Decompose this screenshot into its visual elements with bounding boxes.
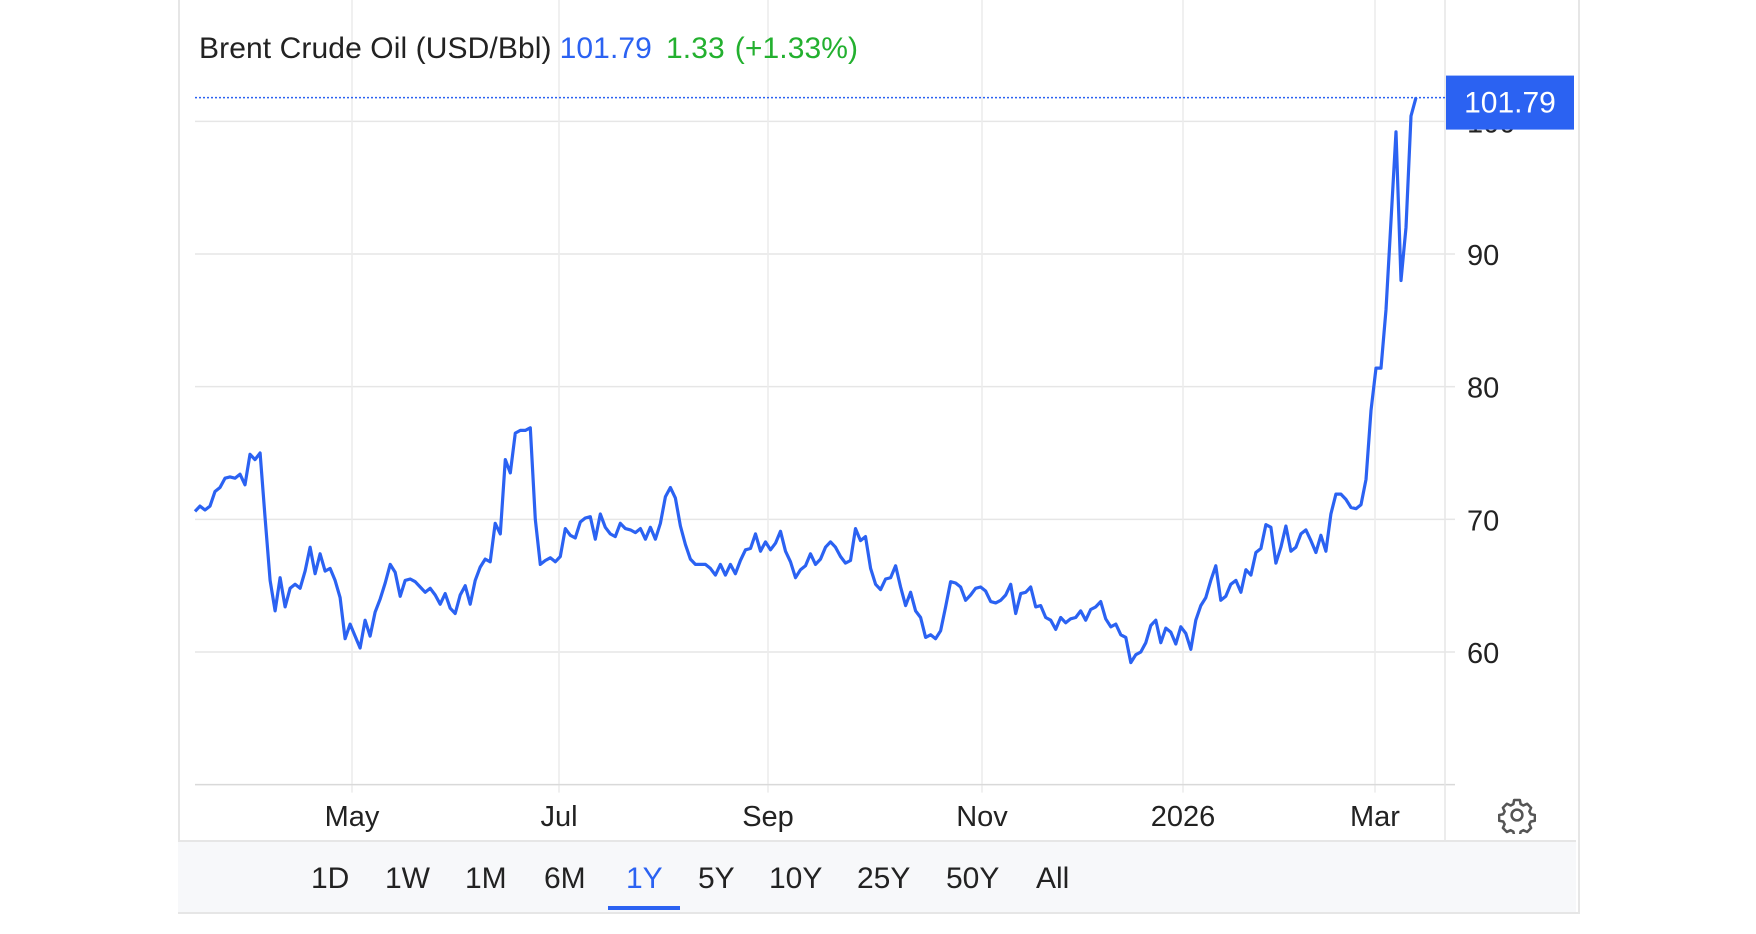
x-tick-label: 2026 <box>1151 801 1216 833</box>
chart-axes: 60708090100MayJulSepNov2026Mar <box>195 0 1515 840</box>
range-selector: 1D 1W 1M 6M 1Y 5Y 10Y 25Y 50Y All <box>178 840 1576 912</box>
grid-lines <box>195 0 1445 793</box>
series-line-brent <box>193 97 1418 665</box>
range-1w-button[interactable]: 1W <box>385 862 430 895</box>
y-tick-label: 70 <box>1467 505 1499 537</box>
x-tick-label: May <box>325 801 380 833</box>
range-all-button[interactable]: All <box>1036 862 1070 895</box>
gear-icon[interactable] <box>1498 796 1536 834</box>
price-change-percent: (+1.33%) <box>734 32 859 65</box>
range-25y-button[interactable]: 25Y <box>857 862 911 895</box>
x-tick-label: Nov <box>956 801 1008 833</box>
last-price-tag: 101.79 <box>1446 75 1574 130</box>
range-1y-button[interactable]: 1Y <box>626 862 663 895</box>
range-5y-button[interactable]: 5Y <box>698 862 735 895</box>
x-tick-label: Sep <box>742 801 794 833</box>
x-tick-label: Mar <box>1350 801 1400 833</box>
range-1m-button[interactable]: 1M <box>465 862 507 895</box>
last-price-tag-box <box>1446 75 1574 130</box>
price-change: 1.33 <box>665 32 725 65</box>
last-price: 101.79 <box>559 32 652 65</box>
range-50y-button[interactable]: 50Y <box>946 862 1000 895</box>
range-6m-button[interactable]: 6M <box>544 862 586 895</box>
y-tick-label: 80 <box>1467 373 1499 405</box>
range-1d-button[interactable]: 1D <box>311 862 350 895</box>
x-tick-label: Jul <box>540 801 577 833</box>
chart-widget <box>178 0 1580 914</box>
y-tick-label: 60 <box>1467 638 1499 670</box>
active-range-underline <box>608 906 680 910</box>
range-10y-button[interactable]: 10Y <box>769 862 823 895</box>
y-tick-label: 90 <box>1467 240 1499 272</box>
last-price-tag-text: 101.79 <box>1464 87 1556 120</box>
chart-title: Brent Crude Oil (USD/Bbl) 101.79 1.33 (+1.3… <box>199 32 858 66</box>
instrument-name: Brent Crude Oil (USD/Bbl) <box>199 32 552 65</box>
